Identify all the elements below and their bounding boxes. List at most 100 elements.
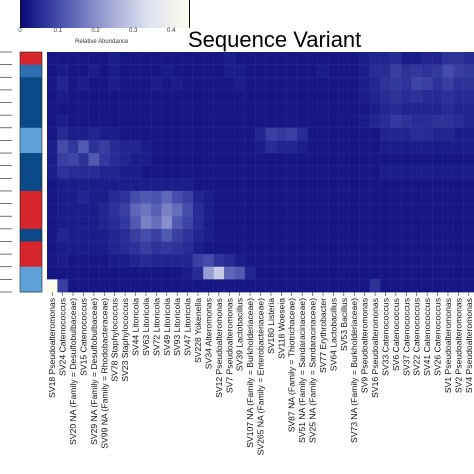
- heatmap-cell: [161, 165, 173, 179]
- heatmap-cell: [224, 178, 235, 192]
- heatmap-cell: [67, 115, 79, 129]
- heatmap-cell: [234, 102, 246, 116]
- heatmap-cell: [296, 241, 308, 255]
- heatmap-cell: [296, 115, 308, 129]
- heatmap-cell: [390, 153, 402, 167]
- colorbar-fill: [21, 0, 189, 28]
- heatmap-cell: [182, 178, 194, 192]
- heatmap-cell: [432, 115, 444, 129]
- heatmap-cell: [411, 254, 423, 268]
- heatmap-cell: [390, 241, 402, 255]
- heatmap-cell: [67, 153, 79, 167]
- heatmap-cell: [442, 254, 454, 268]
- heatmap-cell: [244, 89, 256, 103]
- heatmap-cell: [151, 64, 162, 78]
- heatmap-cell: [109, 254, 121, 268]
- heatmap-cell: [317, 178, 329, 192]
- heatmap-cell: [432, 203, 444, 217]
- heatmap-cell: [182, 102, 194, 116]
- heatmap-cell: [328, 266, 340, 280]
- heatmap-cell: [255, 228, 267, 242]
- heatmap-cell: [67, 241, 79, 255]
- heatmap-cell: [57, 178, 69, 192]
- heatmap-cell: [47, 254, 58, 268]
- heatmap-cell: [88, 165, 100, 179]
- heatmap-cell: [328, 241, 340, 255]
- heatmap-cell: [203, 115, 215, 129]
- heatmap-cell: [244, 254, 256, 268]
- heatmap-cell: [140, 266, 152, 280]
- heatmap-cell: [380, 228, 392, 242]
- heatmap-cell: [234, 127, 246, 141]
- heatmap-cell: [88, 140, 100, 154]
- heatmap-cell: [88, 266, 100, 280]
- heatmap-cell: [57, 89, 69, 103]
- heatmap-cell: [463, 228, 474, 242]
- heatmap-cell: [349, 102, 360, 116]
- heatmap-cell: [192, 77, 204, 91]
- heatmap-cell: [265, 165, 277, 179]
- heatmap-cell: [244, 228, 256, 242]
- heatmap-cell: [78, 89, 90, 103]
- heatmap-cell: [317, 64, 329, 78]
- heatmap-cell: [78, 228, 90, 242]
- heatmap-cell: [442, 102, 454, 116]
- column-label: SV25 NA (Family = Sandaracinaceae): [308, 298, 318, 443]
- heatmap-cell: [276, 115, 287, 129]
- heatmap-cell: [296, 216, 308, 230]
- heatmap-cell: [67, 266, 79, 280]
- heatmap-cell: [255, 89, 267, 103]
- column-label: SV33 Catenococcus: [380, 298, 390, 376]
- heatmap-cell: [328, 203, 340, 217]
- heatmap-cell: [296, 266, 308, 280]
- heatmap-cell: [349, 165, 360, 179]
- heatmap-cell: [265, 254, 277, 268]
- heatmap-cell: [151, 216, 162, 230]
- heatmap-cell: [401, 228, 412, 242]
- heatmap-cell: [119, 254, 131, 268]
- heatmap-cell: [140, 203, 152, 217]
- heatmap-cell: [234, 266, 246, 280]
- heatmap-cell: [286, 216, 298, 230]
- heatmap-cell: [57, 64, 69, 78]
- heatmap-cell: [234, 52, 246, 66]
- heatmap-cell: [463, 203, 474, 217]
- heatmap-cell: [99, 279, 110, 293]
- heatmap-cell: [390, 178, 402, 192]
- heatmap-cell: [401, 203, 412, 217]
- heatmap-cell: [369, 165, 381, 179]
- heatmap-cell: [78, 216, 90, 230]
- heatmap-cell: [463, 77, 474, 91]
- heatmap-cell: [203, 190, 215, 204]
- heatmap-cell: [265, 115, 277, 129]
- heatmap-cell: [411, 279, 423, 293]
- heatmap-cell: [78, 254, 90, 268]
- heatmap-cell: [442, 89, 454, 103]
- column-label: SV22 Catenococcus: [412, 298, 422, 376]
- heatmap-cell: [338, 102, 350, 116]
- heatmap-cell: [203, 52, 215, 66]
- heatmap-cell: [369, 52, 381, 66]
- heatmap-cell: [390, 140, 402, 154]
- heatmap-cell: [192, 127, 204, 141]
- heatmap-cell: [99, 89, 110, 103]
- heatmap-cell: [234, 64, 246, 78]
- heatmap-cell: [109, 89, 121, 103]
- heatmap-cell: [307, 254, 319, 268]
- heatmap-cell: [99, 203, 110, 217]
- column-label: SV23 Staphylococcus: [120, 298, 130, 382]
- heatmap-cell: [192, 279, 204, 293]
- heatmap-cell: [421, 165, 433, 179]
- heatmap-cell: [338, 140, 350, 154]
- heatmap-cell: [57, 266, 69, 280]
- heatmap-cell: [109, 216, 121, 230]
- heatmap-cell: [140, 279, 152, 293]
- heatmap-cell: [244, 266, 256, 280]
- heatmap-cell: [182, 228, 194, 242]
- heatmap-cell: [192, 216, 204, 230]
- heatmap-cell: [338, 279, 350, 293]
- heatmap-cell: [88, 216, 100, 230]
- heatmap-cell: [255, 115, 267, 129]
- heatmap-cell: [119, 228, 131, 242]
- heatmap-cell: [151, 228, 162, 242]
